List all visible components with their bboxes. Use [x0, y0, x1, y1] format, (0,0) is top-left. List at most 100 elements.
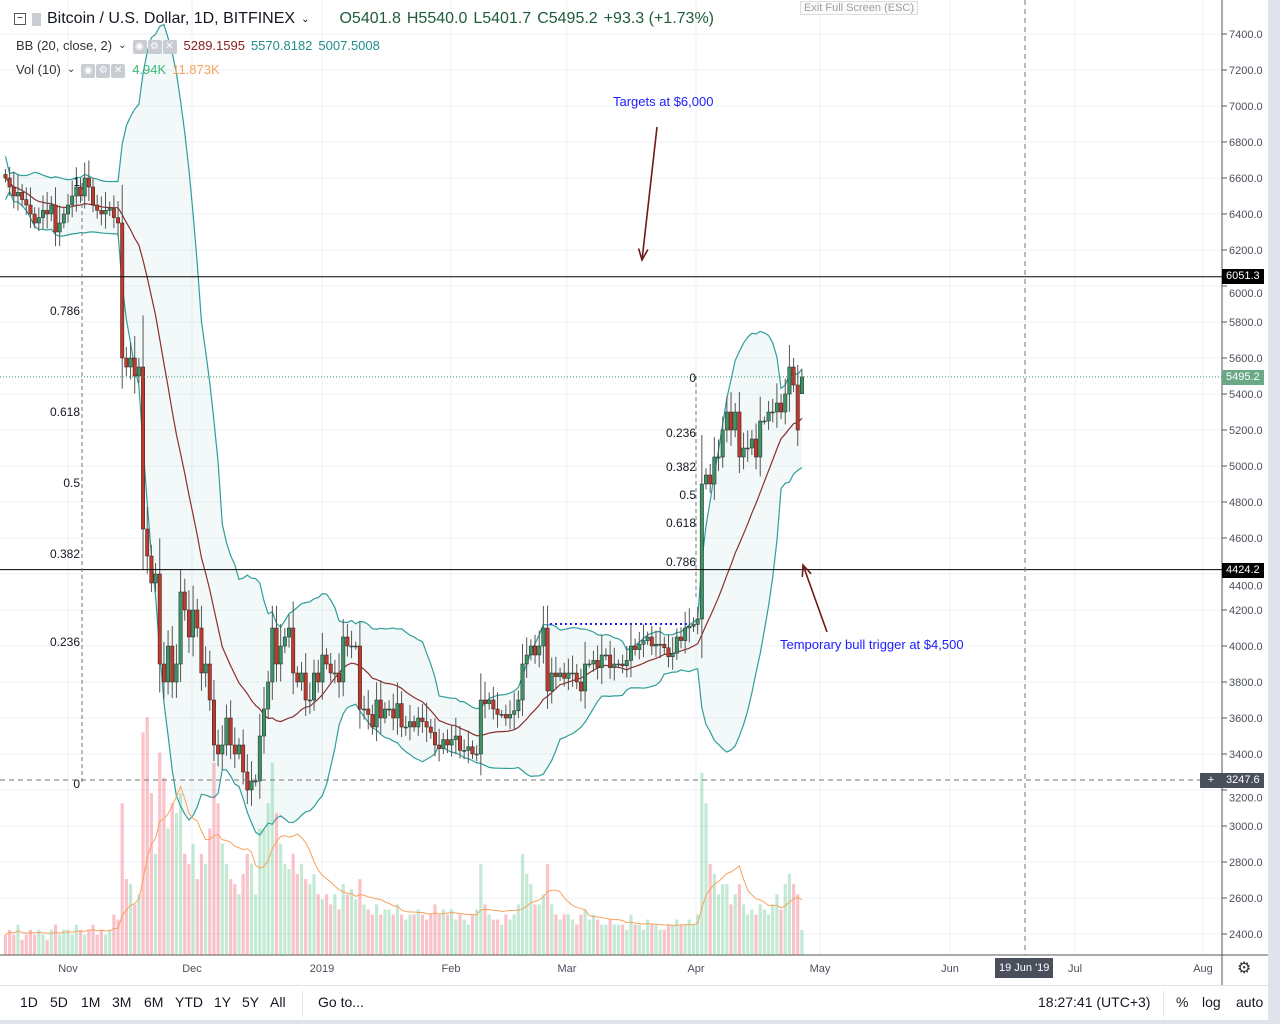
range-1y-button[interactable]: 1Y — [214, 994, 232, 1010]
clock-timezone[interactable]: 18:27:41 (UTC+3) — [1038, 994, 1151, 1010]
fib-left-label: 0.236 — [49, 635, 80, 649]
vol-indicator-label[interactable]: Vol (10) — [16, 62, 61, 77]
volume-bar — [629, 914, 633, 955]
candle-body — [91, 186, 95, 206]
chevron-down-icon[interactable]: ⌄ — [118, 40, 127, 51]
ohlc-low: L5401.7 — [473, 10, 532, 27]
symbol-title[interactable]: Bitcoin / U.S. Dollar, 1D, BITFINEX — [47, 10, 296, 27]
candle-body — [587, 663, 592, 666]
range-3m-button[interactable]: 3M — [112, 994, 132, 1010]
candle-body — [287, 627, 291, 638]
gear-icon[interactable]: ⚙ — [147, 40, 162, 54]
volume-bar — [374, 904, 379, 955]
volume-bar — [216, 803, 220, 955]
volume-bar — [362, 904, 366, 955]
close-icon[interactable]: ✕ — [111, 64, 126, 78]
eye-icon[interactable]: ◉ — [132, 40, 147, 54]
fib-left-label: 0.5 — [63, 476, 80, 490]
volume-bar — [475, 909, 479, 955]
volume-bar — [637, 924, 641, 955]
candle-body — [145, 528, 150, 557]
candle-body — [683, 627, 688, 641]
range-all-button[interactable]: All — [270, 994, 286, 1010]
volume-bar — [383, 909, 387, 955]
auto-scale-button[interactable]: auto — [1236, 994, 1264, 1010]
volume-bar — [470, 914, 475, 955]
y-tick-label: 3600.0 — [1229, 713, 1263, 725]
range-5d-button[interactable]: 5D — [50, 994, 68, 1010]
chevron-down-icon[interactable]: ⌄ — [301, 13, 310, 25]
eye-icon[interactable]: ◉ — [81, 64, 96, 78]
gear-icon[interactable]: ⚙ — [96, 64, 111, 78]
y-tick-label: 2400.0 — [1229, 929, 1263, 941]
candle-body — [45, 210, 50, 215]
volume-bar — [783, 884, 787, 955]
volume-bar — [458, 914, 462, 955]
range-6m-button[interactable]: 6M — [144, 994, 164, 1010]
percent-scale-button[interactable]: % — [1176, 994, 1189, 1010]
fib-right-label: 0.786 — [665, 555, 696, 569]
volume-bar — [174, 813, 179, 955]
volume-bar — [12, 934, 16, 955]
candle-body — [257, 735, 262, 782]
candle-body — [658, 643, 663, 646]
price-chart[interactable]: 2400.0 2600.0 2800.0 3000.0 3200.0 3400.0 3600… — [0, 0, 1268, 985]
volume-bar — [162, 777, 166, 955]
volume-bar — [24, 934, 28, 955]
log-scale-button[interactable]: log — [1202, 994, 1221, 1010]
volume-bar — [650, 924, 654, 955]
collapse-icon[interactable]: − — [14, 13, 26, 25]
volume-bar — [379, 914, 383, 955]
goto-button[interactable]: Go to... — [318, 994, 364, 1010]
volume-bar — [166, 828, 170, 955]
crosshair-plus-icon[interactable]: + — [1200, 773, 1222, 788]
candle-body — [537, 645, 542, 656]
range-1d-button[interactable]: 1D — [20, 994, 38, 1010]
volume-bar — [145, 717, 149, 955]
candle-body — [182, 591, 187, 611]
volume-bar — [454, 919, 458, 955]
exit-fullscreen-tooltip[interactable]: Exit Full Screen (ESC) — [800, 1, 919, 15]
candle-body — [629, 645, 633, 661]
candle-body — [462, 750, 467, 752]
volume-bar — [729, 904, 733, 955]
candle-body — [499, 714, 504, 716]
candle-body — [237, 744, 241, 755]
annotation-targets[interactable]: Targets at $6,000 — [613, 94, 714, 109]
y-tick-label: 5200.0 — [1229, 425, 1263, 437]
volume-bar — [20, 939, 24, 955]
chevron-down-icon[interactable]: ⌄ — [66, 64, 76, 75]
candle-body — [599, 654, 604, 668]
candle-body — [387, 708, 392, 711]
candle-body — [99, 210, 104, 215]
candle-body — [295, 672, 300, 683]
volume-bar — [512, 914, 516, 955]
candle-body — [328, 663, 333, 674]
candle-body — [407, 721, 412, 728]
volume-bar — [149, 793, 153, 955]
candle-body — [445, 739, 450, 746]
close-icon[interactable]: ✕ — [162, 40, 177, 54]
volume-bar — [95, 934, 99, 955]
range-1m-button[interactable]: 1M — [81, 994, 101, 1010]
y-tick-label: 7000.0 — [1229, 101, 1263, 113]
candle-body — [458, 735, 462, 751]
range-5y-button[interactable]: 5Y — [242, 994, 260, 1010]
volume-bar — [337, 909, 341, 955]
annotation-bull-trigger[interactable]: Temporary bull trigger at $4,500 — [780, 637, 964, 652]
y-tick-label: 6000.0 — [1229, 288, 1263, 300]
volume-bar — [621, 924, 625, 955]
volume-bar — [771, 904, 775, 955]
candle-body — [654, 643, 658, 647]
settings-gear-icon[interactable]: ⚙ — [1237, 960, 1252, 977]
range-ytd-button[interactable]: YTD — [175, 994, 203, 1010]
candle-body — [366, 708, 371, 715]
plot-area — [0, 0, 1222, 955]
candle-body — [495, 708, 500, 715]
volume-bar — [312, 874, 316, 955]
volume-bar — [754, 914, 758, 955]
candle-body — [766, 411, 771, 422]
volume-bar — [345, 894, 349, 955]
bb-indicator-label[interactable]: BB (20, close, 2) — [16, 38, 113, 53]
candle-body — [758, 420, 763, 458]
